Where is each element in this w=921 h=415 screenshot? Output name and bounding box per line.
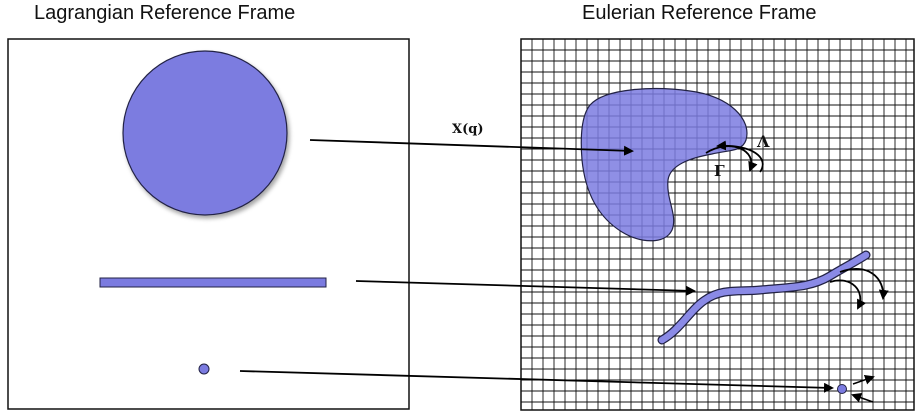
map-arrow-disk bbox=[309, 139, 634, 156]
eulerian-point-body bbox=[837, 384, 847, 394]
map-label: X(q) bbox=[452, 122, 483, 137]
lagrangian-disk-body bbox=[122, 50, 288, 216]
fiber-arc-arrow-inner bbox=[829, 279, 867, 310]
lambda-label: Λ bbox=[756, 132, 770, 151]
gamma-label: Γ bbox=[714, 162, 725, 180]
eulerian-frame-border bbox=[520, 38, 915, 411]
eulerian-blob-body bbox=[580, 88, 748, 242]
fiber-arc-arrow-outer bbox=[839, 268, 889, 300]
gamma-arc-arrow bbox=[705, 145, 758, 172]
lagrangian-point-body bbox=[198, 363, 210, 375]
point-arrow-out bbox=[852, 374, 875, 385]
lagrangian-frame-title: Lagrangian Reference Frame bbox=[34, 2, 296, 24]
eulerian-fiber-body bbox=[657, 250, 871, 345]
map-arrow-point bbox=[239, 370, 834, 393]
lagrangian-rod-body bbox=[99, 277, 327, 288]
map-arrow-rod bbox=[355, 280, 696, 296]
eulerian-fiber-fill bbox=[658, 251, 870, 344]
point-arrow-in bbox=[851, 392, 874, 403]
eulerian-frame-title: Eulerian Reference Frame bbox=[582, 2, 817, 24]
eulerian-grid bbox=[521, 39, 914, 410]
